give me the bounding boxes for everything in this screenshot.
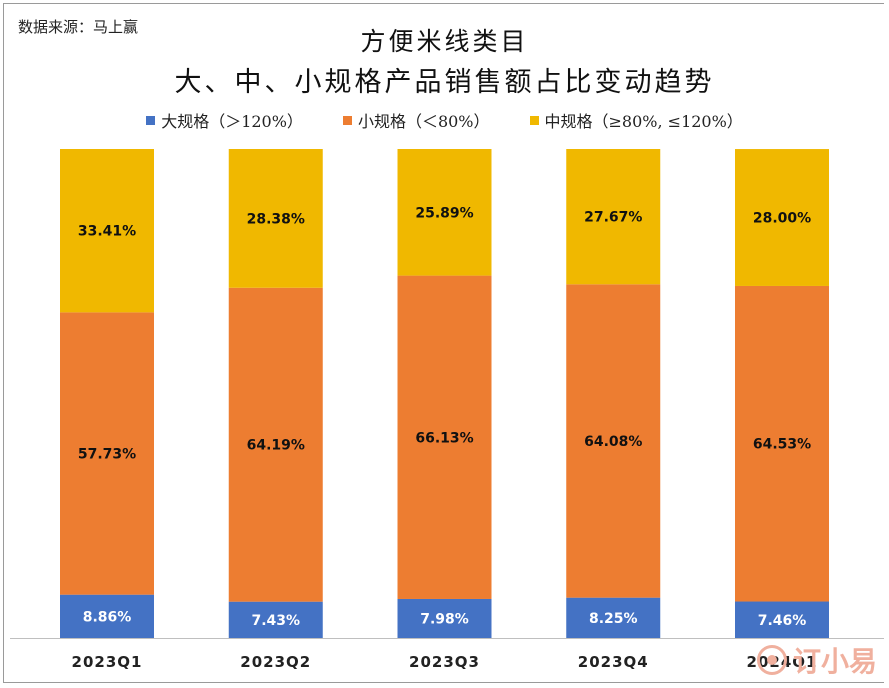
bar-segment-2023Q3-series-0	[397, 598, 492, 638]
data-label-2023Q4-series-1: 64.08%	[584, 434, 642, 450]
data-label-2023Q3-series-2: 25.89%	[415, 205, 473, 221]
data-label-2023Q3-series-1: 66.13%	[415, 430, 473, 446]
bar-segment-2024Q1-series-2	[735, 149, 829, 286]
legend-label-medium: 中规格（≥80%, ≤120%）	[544, 112, 743, 131]
legend-label-small: 小规格（＜80%）	[357, 112, 490, 131]
x-tick-label-2023Q1: 2023Q1	[72, 653, 143, 671]
legend-item-small: 小规格（＜80%）	[342, 108, 490, 132]
data-label-2023Q1-series-1: 57.73%	[78, 447, 136, 463]
chart-title-line2: 大、中、小规格产品销售额占比变动趋势	[174, 67, 715, 98]
bar-segment-2023Q2-series-1	[228, 287, 323, 602]
x-tick-label-2023Q3: 2023Q3	[409, 653, 480, 671]
bar-segment-2023Q4-series-2	[566, 149, 661, 285]
bar-segment-2024Q1-series-1	[735, 285, 829, 602]
x-tick-label-2023Q4: 2023Q4	[578, 653, 649, 671]
data-label-2023Q4-series-0: 8.25%	[589, 611, 638, 627]
legend-swatch-medium	[529, 115, 539, 125]
data-label-2023Q2-series-1: 64.19%	[247, 438, 305, 454]
legend-swatch-large	[146, 115, 156, 125]
legend: 大规格（＞120%） 小规格（＜80%） 中规格（≥80%, ≤120%）	[0, 108, 889, 132]
data-label-2024Q1-series-0: 7.46%	[758, 613, 807, 629]
watermark-text: 订小易	[792, 645, 877, 678]
bar-segment-2023Q1-series-0	[60, 594, 154, 638]
watermark: 订小易	[756, 640, 877, 680]
legend-label-large: 大规格（＞120%）	[161, 112, 303, 131]
chart-title-line1: 方便米线类目	[360, 27, 529, 56]
data-label-2024Q1-series-2: 28.00%	[753, 211, 811, 227]
x-tick-label-2023Q2: 2023Q2	[240, 653, 311, 671]
watermark-logo-icon	[756, 645, 787, 675]
data-label-2023Q3-series-0: 7.98%	[420, 611, 469, 627]
bar-segment-2023Q4-series-1	[566, 284, 661, 598]
bar-segment-2023Q1-series-2	[60, 149, 154, 313]
data-label-2023Q2-series-2: 28.38%	[247, 211, 305, 227]
data-label-2023Q1-series-0: 8.86%	[83, 609, 132, 625]
data-label-2023Q1-series-2: 33.41%	[78, 224, 136, 240]
source-label: 数据来源：马上赢	[18, 18, 139, 36]
data-label-2023Q4-series-2: 27.67%	[584, 210, 642, 226]
legend-swatch-small	[342, 115, 352, 125]
legend-item-large: 大规格（＞120%）	[146, 108, 303, 132]
chart-frame	[3, 3, 884, 683]
legend-item-medium: 中规格（≥80%, ≤120%）	[529, 108, 743, 132]
data-label-2024Q1-series-1: 64.53%	[753, 437, 811, 453]
bar-segment-2023Q1-series-1	[60, 312, 154, 595]
bar-segment-2023Q2-series-0	[228, 601, 323, 638]
bar-segment-2023Q3-series-2	[397, 149, 492, 276]
data-label-2023Q2-series-0: 7.43%	[251, 613, 300, 629]
bar-segment-2023Q4-series-0	[566, 597, 661, 638]
bar-segment-2023Q3-series-1	[397, 275, 492, 599]
bar-segment-2024Q1-series-0	[735, 601, 829, 638]
bar-segment-2023Q2-series-2	[228, 149, 323, 288]
